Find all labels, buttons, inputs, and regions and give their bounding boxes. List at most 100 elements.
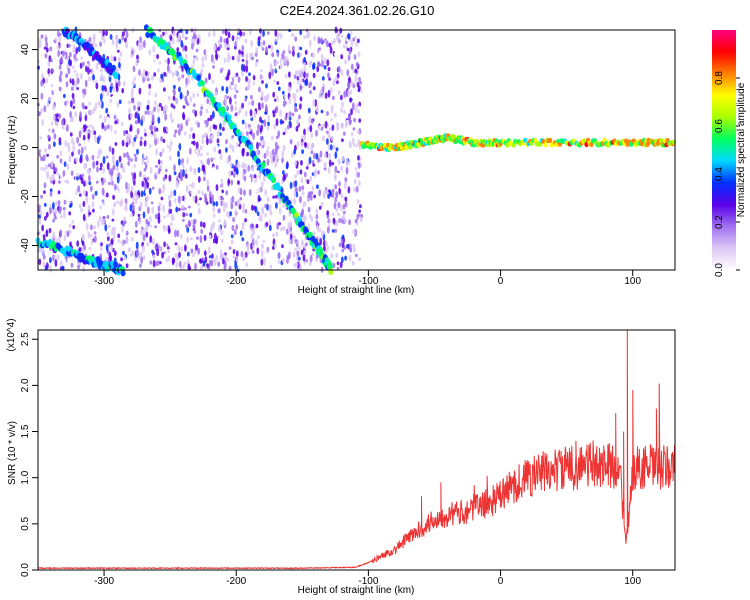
noise-cell [331, 212, 335, 217]
noise-cell [179, 91, 183, 100]
noise-cell [322, 193, 326, 199]
noise-cell [231, 144, 235, 153]
noise-cell [336, 261, 340, 266]
noise-cell [154, 225, 158, 229]
noise-cell [305, 66, 309, 70]
noise-cell [277, 259, 281, 265]
noise-cell [197, 247, 201, 255]
noise-cell [260, 249, 264, 258]
noise-cell [348, 219, 351, 226]
noise-cell [52, 218, 55, 223]
noise-cell [306, 162, 310, 168]
noise-cell [91, 193, 95, 200]
noise-cell [257, 36, 261, 42]
noise-cell [184, 90, 188, 97]
noise-cell [152, 259, 156, 268]
noise-cell [282, 257, 285, 264]
noise-cell [82, 265, 86, 273]
noise-cell [139, 201, 143, 210]
noise-cell [80, 127, 84, 134]
noise-cell [320, 109, 324, 114]
spectrogram-noise-field [36, 26, 364, 273]
noise-cell [276, 63, 280, 72]
noise-cell [277, 40, 280, 45]
noise-cell [64, 140, 68, 147]
ridge-cell [107, 62, 113, 69]
noise-cell [183, 207, 187, 211]
noise-cell [309, 195, 313, 201]
noise-cell [45, 229, 49, 238]
noise-cell [163, 241, 167, 248]
noise-cell [215, 164, 219, 170]
noise-cell [117, 80, 121, 87]
noise-cell [178, 143, 182, 151]
noise-cell [337, 212, 340, 217]
noise-cell [279, 109, 282, 117]
noise-cell [341, 101, 344, 108]
noise-cell [182, 105, 186, 109]
noise-cell [282, 170, 285, 175]
noise-cell [220, 229, 224, 235]
noise-cell [54, 216, 57, 220]
noise-cell [134, 112, 138, 119]
noise-cell [232, 249, 236, 255]
noise-cell [308, 188, 312, 192]
noise-cell [221, 197, 225, 201]
noise-cell [328, 152, 331, 160]
noise-cell [86, 130, 89, 134]
noise-cell [215, 184, 219, 192]
noise-cell [38, 258, 42, 266]
noise-cell [343, 223, 346, 228]
noise-cell [319, 238, 323, 246]
noise-cell [146, 104, 150, 110]
noise-cell [146, 176, 150, 181]
noise-cell [300, 159, 303, 166]
noise-cell [196, 236, 199, 240]
noise-cell [192, 92, 196, 99]
noise-cell [160, 196, 164, 201]
noise-cell [162, 183, 166, 191]
noise-cell [152, 45, 156, 53]
noise-cell [273, 79, 277, 83]
noise-cell [208, 234, 212, 240]
noise-cell [225, 37, 229, 45]
noise-cell [57, 235, 61, 242]
noise-cell [259, 28, 262, 34]
noise-cell [116, 49, 120, 53]
noise-cell [212, 60, 216, 65]
noise-cell [146, 181, 150, 188]
noise-cell [102, 156, 106, 164]
noise-cell [322, 230, 326, 235]
snr-x-label: Height of straight line (km) [298, 585, 415, 596]
noise-cell [212, 157, 216, 161]
noise-cell [358, 257, 361, 262]
noise-cell [101, 179, 105, 186]
noise-cell [92, 35, 96, 44]
noise-cell [136, 128, 140, 135]
noise-cell [334, 196, 338, 203]
noise-cell [40, 107, 43, 114]
noise-cell [313, 152, 316, 160]
noise-cell [63, 199, 67, 205]
noise-cell [44, 34, 47, 38]
noise-cell [295, 69, 298, 77]
noise-cell [282, 131, 286, 136]
noise-cell [74, 130, 77, 134]
noise-cell [312, 62, 316, 70]
noise-cell [344, 196, 348, 202]
noise-cell [190, 237, 193, 241]
noise-cell [292, 45, 295, 51]
noise-cell [98, 215, 102, 222]
noise-cell [306, 114, 309, 121]
x-tick-label: -100 [358, 276, 378, 287]
noise-cell [208, 72, 211, 81]
noise-cell [342, 203, 346, 210]
noise-cell [181, 204, 185, 209]
noise-cell [105, 30, 108, 37]
figure-title: C2E4.2024.361.02.26.G10 [280, 3, 435, 18]
noise-cell [267, 115, 271, 122]
noise-cell [140, 256, 144, 264]
noise-cell [272, 111, 276, 118]
noise-cell [197, 207, 201, 215]
